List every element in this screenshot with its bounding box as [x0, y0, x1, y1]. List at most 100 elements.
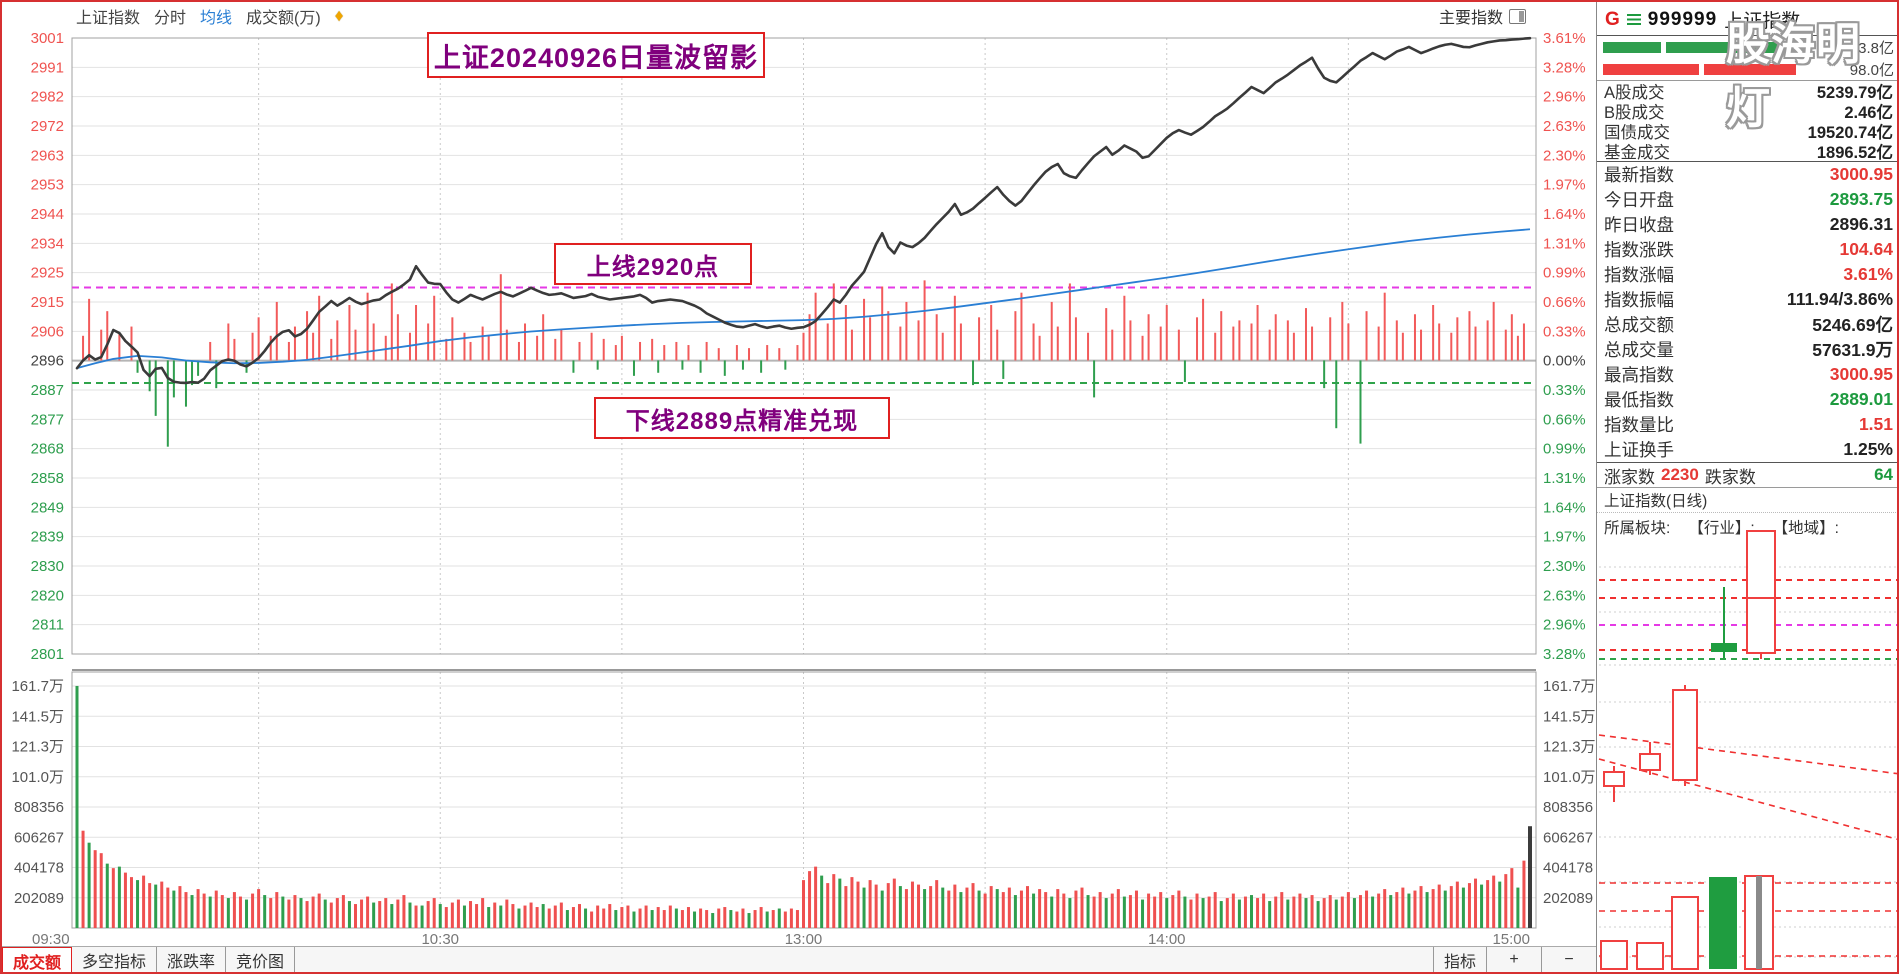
svg-text:13:00: 13:00 [785, 931, 823, 946]
quote-row: 指数涨跌 104.64 [1597, 237, 1897, 262]
quote-row: 指数量比 1.51 [1597, 412, 1897, 437]
zoom-in-button[interactable]: + [1486, 947, 1541, 972]
quote-value: 1.25% [1843, 439, 1893, 459]
quote-label: 国债成交 [1604, 124, 1670, 142]
svg-text:0.66%: 0.66% [1543, 411, 1586, 428]
svg-text:202089: 202089 [1543, 890, 1593, 907]
quote-label: B股成交 [1604, 104, 1665, 122]
volume-segment [1603, 63, 1699, 75]
security-name: 上证指数 [1724, 11, 1801, 32]
svg-text:3.61%: 3.61% [1543, 30, 1586, 47]
svg-text:2.96%: 2.96% [1543, 617, 1586, 634]
svg-text:2849: 2849 [31, 499, 64, 516]
tab-change-rate[interactable]: 涨跌率 [157, 947, 227, 972]
quote-row: 今日开盘 2893.75 [1597, 187, 1897, 212]
chart-header: 上证指数 分时 均线 成交额(万) ♦ [76, 5, 343, 27]
avg-line-toggle[interactable]: 均线 [200, 10, 233, 27]
svg-text:2887: 2887 [31, 382, 64, 399]
svg-text:2820: 2820 [31, 587, 64, 604]
svg-text:2991: 2991 [31, 59, 64, 76]
svg-text:404178: 404178 [14, 860, 64, 877]
annotation-upper-line-box: 上线2920点 [554, 243, 752, 285]
svg-text:2801: 2801 [31, 646, 64, 663]
svg-text:0.99%: 0.99% [1543, 441, 1586, 458]
indicator-button[interactable]: 指标 [1432, 947, 1486, 972]
svg-text:09:30: 09:30 [32, 931, 70, 946]
quote-value: 3000.95 [1829, 364, 1893, 384]
annotation-lower-line-box: 下线2889点精准兑现 [594, 397, 890, 439]
svg-text:0.33%: 0.33% [1543, 382, 1586, 399]
divider [1597, 35, 1897, 36]
quote-row: 最新指数 3000.95 [1597, 162, 1897, 187]
quote-row: 指数振幅 111.94/3.86% [1597, 287, 1897, 312]
quote-label: 总成交额 [1604, 315, 1674, 335]
quote-value: 2893.75 [1829, 189, 1893, 209]
quote-value: 104.64 [1839, 239, 1893, 259]
svg-text:606267: 606267 [1543, 829, 1593, 846]
svg-text:10:30: 10:30 [421, 931, 459, 946]
main-index-label[interactable]: 主要指数 [1438, 10, 1503, 27]
svg-text:2.30%: 2.30% [1543, 147, 1586, 164]
advancers-label: 涨家数 [1604, 467, 1655, 487]
svg-text:2830: 2830 [31, 558, 64, 575]
quote-label: 指数涨幅 [1604, 265, 1674, 285]
industry-link[interactable]: 【行业】: [1688, 519, 1755, 537]
advancers-count: 2230 [1661, 465, 1699, 484]
quote-label: 上证换手 [1604, 440, 1674, 460]
svg-text:2915: 2915 [31, 294, 64, 311]
daily-chart-title[interactable]: 上证指数(日线) [1604, 493, 1708, 510]
tabbar-spacer [295, 947, 1433, 972]
quote-label: A股成交 [1604, 84, 1665, 102]
quote-value: 2.46亿 [1844, 104, 1893, 122]
zoom-out-button[interactable]: − [1541, 947, 1596, 972]
svg-text:14:00: 14:00 [1148, 931, 1186, 946]
svg-text:2953: 2953 [31, 177, 64, 194]
svg-text:2896: 2896 [31, 353, 64, 370]
tab-auction-chart[interactable]: 竞价图 [226, 947, 296, 972]
quote-panel-header: G 999999 上证指数 [1597, 2, 1897, 35]
index-name-label: 上证指数 [76, 10, 141, 27]
svg-text:2868: 2868 [31, 441, 64, 458]
svg-text:161.7万: 161.7万 [11, 678, 64, 695]
quote-row: 上证换手 1.25% [1597, 437, 1897, 462]
svg-text:1.97%: 1.97% [1543, 529, 1586, 546]
panel-toggle-icon[interactable] [1509, 8, 1526, 24]
minute-mode-label[interactable]: 分时 [154, 10, 187, 27]
svg-text:121.3万: 121.3万 [1543, 739, 1596, 756]
quote-row: 总成交额 5246.69亿 [1597, 312, 1897, 337]
svg-text:2.63%: 2.63% [1543, 587, 1586, 604]
svg-text:2944: 2944 [31, 206, 64, 223]
svg-text:1.64%: 1.64% [1543, 206, 1586, 223]
svg-text:2.63%: 2.63% [1543, 118, 1586, 135]
svg-text:101.0万: 101.0万 [11, 769, 64, 786]
svg-text:101.0万: 101.0万 [1543, 769, 1596, 786]
svg-text:2858: 2858 [31, 470, 64, 487]
volume-segment [1666, 41, 1784, 53]
svg-text:0.00%: 0.00% [1543, 353, 1586, 370]
quote-value: 3.61% [1843, 264, 1893, 284]
svg-text:2906: 2906 [31, 323, 64, 340]
region-link[interactable]: 【地域】: [1772, 519, 1839, 537]
svg-text:1.31%: 1.31% [1543, 235, 1586, 252]
svg-text:141.5万: 141.5万 [11, 708, 64, 725]
level-lines-icon [1626, 14, 1641, 25]
svg-text:2811: 2811 [32, 617, 64, 634]
quote-row: 基金成交 1896.52亿 [1597, 141, 1897, 162]
quote-row: 总成交量 57631.9万 [1597, 337, 1897, 362]
divider [1597, 487, 1897, 488]
quote-label: 指数振幅 [1604, 290, 1674, 310]
svg-text:808356: 808356 [14, 799, 64, 816]
intraday-chart-canvas[interactable]: 3001 3.61% 2991 3.28% 2982 2.96% 2972 2.63% 2963… [2, 2, 1596, 946]
alert-bell-icon[interactable]: ♦ [334, 6, 344, 25]
buy-volume-value: 93.8亿 [1849, 39, 1894, 57]
tab-turnover[interactable]: 成交额 [2, 947, 73, 972]
turnover-mode-label[interactable]: 成交额(万) [246, 10, 321, 27]
g-flag-icon: G [1605, 8, 1620, 30]
divider [1597, 161, 1897, 162]
tab-long-short-indicator[interactable]: 多空指标 [72, 947, 158, 972]
quote-row: 指数涨幅 3.61% [1597, 262, 1897, 287]
svg-text:1.97%: 1.97% [1543, 177, 1586, 194]
sell-volume-bars [1603, 63, 1796, 75]
quote-value: 5239.79亿 [1816, 84, 1893, 102]
quote-label: 最低指数 [1604, 390, 1674, 410]
